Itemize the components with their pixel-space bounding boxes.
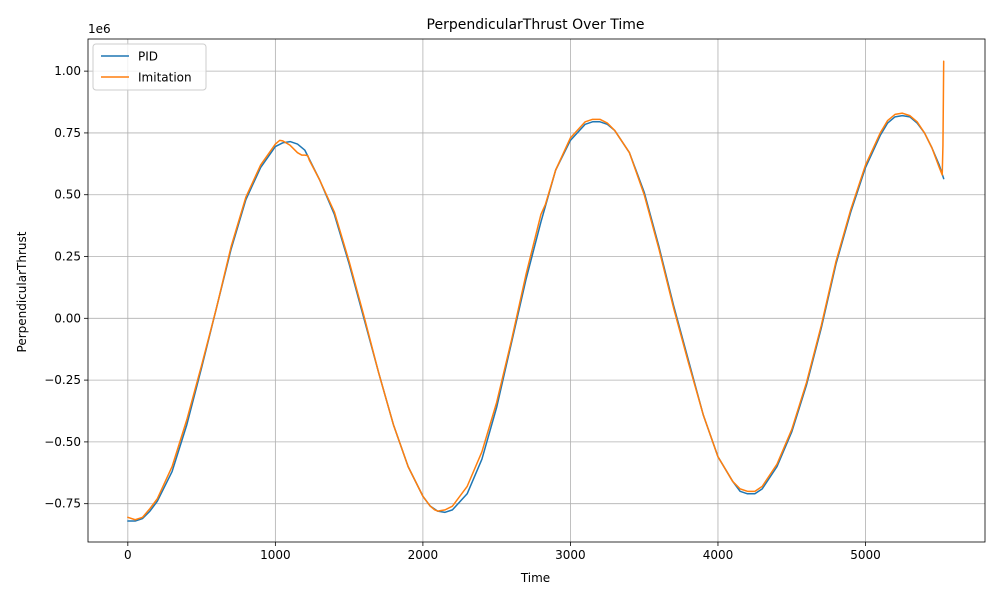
x-axis-label: Time [520, 571, 550, 585]
y-tick-label: 0.25 [54, 250, 81, 264]
x-tick-label: 4000 [703, 548, 734, 562]
series-line-imitation [127, 60, 945, 521]
x-tick-label: 2000 [408, 548, 439, 562]
y-tick-label: 0.50 [54, 188, 81, 202]
x-tick-label: 0 [124, 548, 132, 562]
grid [88, 39, 985, 542]
y-axis-scale-label: 1e6 [88, 22, 111, 36]
chart-title: PerpendicularThrust Over Time [427, 17, 645, 33]
x-tick-label: 1000 [260, 548, 291, 562]
legend-label-pid: PID [138, 50, 158, 64]
y-tick-label: −0.50 [44, 435, 81, 449]
y-tick-label: 0.00 [54, 311, 81, 325]
x-axis-ticks: 0 1000 2000 3000 4000 5000 [124, 542, 881, 562]
y-tick-label: −0.25 [44, 373, 81, 387]
x-tick-label: 3000 [555, 548, 586, 562]
legend-label-imitation: Imitation [138, 71, 192, 85]
series-lines [127, 60, 945, 522]
y-axis-label: PerpendicularThrust [15, 231, 29, 352]
y-tick-label: 0.75 [54, 126, 81, 140]
legend: PID Imitation [92, 43, 207, 91]
x-tick-label: 5000 [850, 548, 881, 562]
plot-frame [87, 38, 986, 543]
y-tick-label: 1.00 [54, 64, 81, 78]
y-axis-ticks: −0.75 −0.50 −0.25 0.00 0.25 0.50 0.75 1.00 [44, 64, 88, 511]
y-tick-label: −0.75 [44, 497, 81, 511]
